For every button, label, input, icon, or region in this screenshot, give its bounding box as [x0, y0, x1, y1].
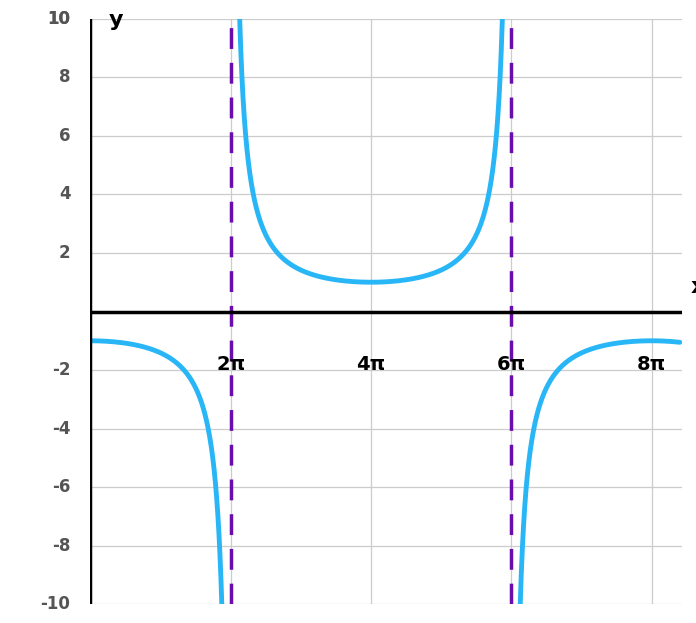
- Text: 6π: 6π: [497, 355, 526, 374]
- Text: x: x: [690, 277, 696, 297]
- Text: -6: -6: [52, 478, 70, 496]
- Text: -4: -4: [52, 420, 70, 437]
- Text: -2: -2: [52, 361, 70, 379]
- Text: 10: 10: [47, 10, 70, 27]
- Text: 8π: 8π: [637, 355, 666, 374]
- Text: 6: 6: [59, 127, 70, 145]
- Text: 8: 8: [59, 69, 70, 86]
- Text: -10: -10: [40, 596, 70, 613]
- Text: -8: -8: [52, 537, 70, 554]
- Text: y: y: [109, 10, 122, 30]
- Text: 2: 2: [58, 244, 70, 262]
- Text: 4: 4: [58, 186, 70, 203]
- Text: 10: 10: [47, 10, 70, 27]
- Text: 4π: 4π: [356, 355, 386, 374]
- Text: 2π: 2π: [216, 355, 245, 374]
